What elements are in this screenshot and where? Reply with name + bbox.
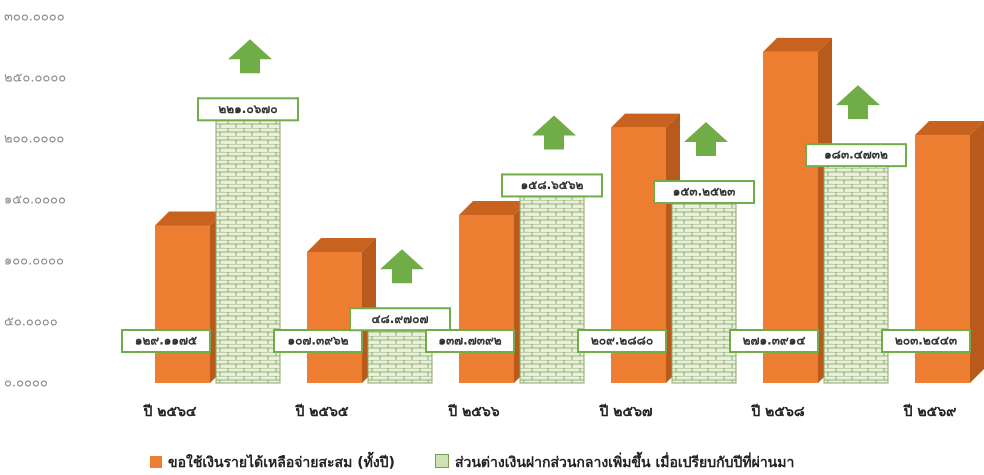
value-label-box bbox=[805, 143, 907, 168]
x-tick-label: ปี ๒๕๖๕ bbox=[294, 404, 349, 420]
value-label-box bbox=[577, 329, 667, 353]
x-tick-label: ปี ๒๕๖๘ bbox=[750, 404, 805, 420]
legend-label: ส่วนต่างเงินฝากส่วนกลางเพิ่มขึ้น เมื่อเป… bbox=[454, 455, 795, 471]
value-label: ๑๕๓.๒๕๒๓ bbox=[673, 185, 736, 199]
value-label: ๑๓๗.๗๓๙๒ bbox=[438, 334, 501, 348]
bar-top bbox=[155, 211, 224, 226]
value-label-box bbox=[501, 173, 603, 198]
up-arrow bbox=[228, 39, 272, 74]
cylinder bbox=[671, 195, 737, 384]
bar-side bbox=[970, 121, 984, 383]
value-label: ๔๘.๙๗๐๗ bbox=[371, 312, 428, 326]
x-tick-label: ปี ๒๕๖๖ bbox=[447, 404, 500, 420]
bar-top bbox=[459, 200, 528, 215]
page: {"chart_data": {"type": "bar3d", "catego… bbox=[4, 9, 984, 471]
value-label: ๒๗๑.๓๙๑๔ bbox=[743, 334, 806, 348]
value-label-box bbox=[425, 329, 515, 353]
value-label: ๒๐๙.๒๘๘๐ bbox=[591, 334, 653, 348]
legend: ขอใช้เงินรายได้เหลือจ่ายสะสม (ทั้งปี) ส่… bbox=[150, 452, 794, 474]
cylinder bbox=[215, 112, 281, 384]
value-label: ๒๐๓.๒๔๔๓ bbox=[895, 334, 957, 348]
bar bbox=[459, 214, 514, 383]
bar-top bbox=[763, 37, 832, 52]
bar-top bbox=[915, 121, 984, 136]
value-label: ๑๘๓.๔๗๓๒ bbox=[824, 148, 888, 162]
y-tick-label: ๒๐๐.๐๐๐๐ bbox=[4, 132, 64, 147]
up-arrow bbox=[684, 122, 728, 157]
x-tick-label: ปี ๒๕๖๙ bbox=[902, 404, 956, 420]
legend-swatch bbox=[150, 456, 162, 468]
value-label: ๑๒๙.๑๑๗๕ bbox=[135, 334, 197, 348]
legend-item: ขอใช้เงินรายได้เหลือจ่ายสะสม (ทั้งปี) bbox=[150, 452, 395, 474]
legend-label: ขอใช้เงินรายได้เหลือจ่ายสะสม (ทั้งปี) bbox=[168, 455, 395, 471]
y-tick-label: ๐.๐๐๐๐ bbox=[4, 376, 48, 391]
value-label: ๑๐๗.๓๙๖๒ bbox=[287, 334, 348, 348]
y-tick-label: ๕๐.๐๐๐๐ bbox=[4, 315, 58, 330]
value-label: ๑๕๘.๖๕๖๒ bbox=[521, 178, 584, 192]
up-arrow bbox=[532, 115, 576, 150]
cylinder bbox=[367, 322, 433, 384]
value-label-box bbox=[197, 97, 299, 122]
cylinder bbox=[519, 188, 585, 384]
up-arrow bbox=[836, 85, 880, 120]
value-label-box bbox=[653, 180, 755, 205]
chart: ๐.๐๐๐๐ ๕๐.๐๐๐๐ ๑๐๐.๐๐๐๐ ๑๕๐.๐๐๐๐ ๒๐๐.๐๐๐๐ ๒๕๐… bbox=[4, 10, 984, 420]
bar bbox=[155, 225, 210, 383]
legend-item: ส่วนต่างเงินฝากส่วนกลางเพิ่มขึ้น เมื่อเป… bbox=[434, 452, 795, 474]
value-label-box bbox=[273, 329, 363, 353]
y-tick-label: ๒๕๐.๐๐๐๐ bbox=[4, 71, 66, 86]
x-tick-label: ปี ๒๕๖๔ bbox=[142, 404, 197, 420]
cylinder bbox=[823, 158, 889, 384]
legend-swatch bbox=[434, 454, 449, 468]
bar-top bbox=[611, 113, 680, 128]
bar-top bbox=[307, 237, 376, 252]
y-tick-label: ๑๕๐.๐๐๐๐ bbox=[4, 193, 66, 208]
value-label-box bbox=[881, 329, 971, 353]
value-label: ๒๒๑.๐๖๗๐ bbox=[218, 102, 277, 116]
y-tick-label: ๑๐๐.๐๐๐๐ bbox=[4, 254, 64, 269]
bar bbox=[763, 51, 818, 383]
value-label-box bbox=[349, 307, 451, 332]
value-label-box bbox=[729, 329, 819, 353]
value-label-box bbox=[121, 329, 211, 353]
up-arrow bbox=[380, 249, 424, 284]
x-tick-label: ปี ๒๕๖๗ bbox=[598, 404, 652, 420]
y-tick-label: ๓๐๐.๐๐๐๐ bbox=[4, 10, 65, 25]
